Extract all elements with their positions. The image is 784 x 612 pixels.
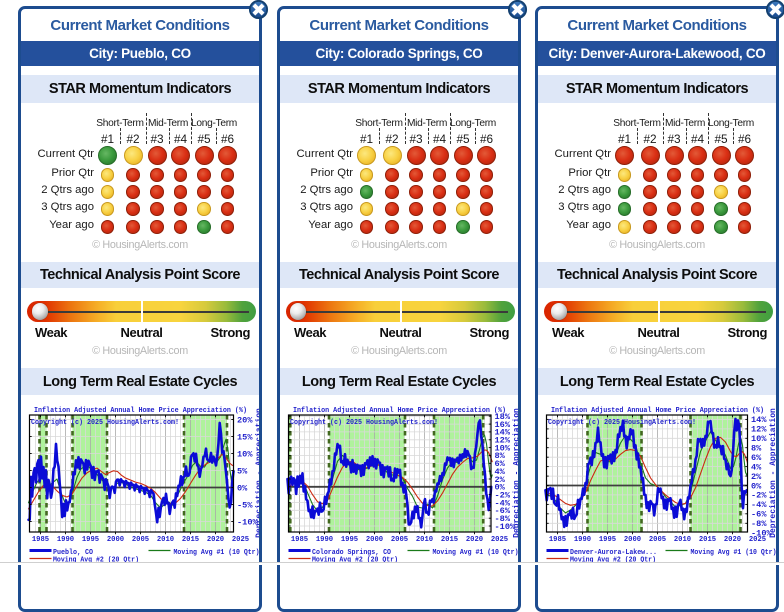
svg-text:-6%: -6% xyxy=(751,510,767,520)
svg-text:2005: 2005 xyxy=(391,536,408,544)
svg-text:2000: 2000 xyxy=(107,536,124,544)
svg-text:Copyright (c) 2025 HousingAler: Copyright (c) 2025 HousingAlerts.com! xyxy=(31,419,179,427)
svg-text:2025: 2025 xyxy=(749,536,766,544)
svg-text:2015: 2015 xyxy=(441,536,458,544)
svg-text:10%: 10% xyxy=(751,434,767,444)
svg-text:5%: 5% xyxy=(237,466,248,476)
svg-text:Depreciation - Appreciation: Depreciation - Appreciation xyxy=(769,408,776,538)
svg-text:1995: 1995 xyxy=(341,536,358,544)
svg-text:Denver-Aurora-Lakew...: Denver-Aurora-Lakew... xyxy=(570,549,657,557)
svg-text:1985: 1985 xyxy=(291,536,308,544)
svg-text:2025: 2025 xyxy=(232,536,249,544)
svg-text:2010: 2010 xyxy=(416,536,433,544)
svg-text:2%: 2% xyxy=(751,472,762,482)
svg-text:Moving Avg #2 (20 Qtr): Moving Avg #2 (20 Qtr) xyxy=(570,557,656,563)
svg-text:Moving Avg #1 (10 Qtr): Moving Avg #1 (10 Qtr) xyxy=(691,549,777,557)
svg-text:-8%: -8% xyxy=(751,519,767,529)
svg-text:0%: 0% xyxy=(237,483,248,493)
svg-text:Inflation Adjusted Annual Home: Inflation Adjusted Annual Home Price App… xyxy=(551,407,764,415)
svg-text:8%: 8% xyxy=(751,444,762,454)
svg-text:Copyright (c) 2025 HousingAler: Copyright (c) 2025 HousingAlerts.com! xyxy=(548,419,696,427)
svg-text:Pueblo, CO: Pueblo, CO xyxy=(53,549,94,557)
svg-text:Moving Avg #1 (10 Qtr): Moving Avg #1 (10 Qtr) xyxy=(433,549,519,557)
svg-text:1995: 1995 xyxy=(599,536,616,544)
svg-text:2015: 2015 xyxy=(182,536,199,544)
svg-text:2010: 2010 xyxy=(674,536,691,544)
svg-text:Depreciation - Appreciation: Depreciation - Appreciation xyxy=(513,408,519,538)
svg-text:18%: 18% xyxy=(495,412,511,422)
svg-text:14%: 14% xyxy=(751,415,767,425)
svg-text:14%: 14% xyxy=(495,428,511,438)
svg-text:2005: 2005 xyxy=(649,536,666,544)
svg-text:2%: 2% xyxy=(495,475,506,485)
svg-text:2025: 2025 xyxy=(491,536,508,544)
svg-text:Inflation Adjusted Annual Home: Inflation Adjusted Annual Home Price App… xyxy=(34,407,247,415)
svg-text:15%: 15% xyxy=(237,432,253,442)
svg-text:1990: 1990 xyxy=(57,536,74,544)
svg-text:2020: 2020 xyxy=(724,536,741,544)
svg-text:-2%: -2% xyxy=(751,491,767,501)
svg-text:Inflation Adjusted Annual Home: Inflation Adjusted Annual Home Price App… xyxy=(293,407,506,415)
svg-text:Moving Avg #1 (10 Qtr): Moving Avg #1 (10 Qtr) xyxy=(174,549,260,557)
svg-text:1985: 1985 xyxy=(32,536,49,544)
svg-text:16%: 16% xyxy=(495,420,511,430)
svg-text:2020: 2020 xyxy=(207,536,224,544)
svg-text:Moving Avg #2 (20 Qtr): Moving Avg #2 (20 Qtr) xyxy=(53,557,139,563)
svg-text:2005: 2005 xyxy=(132,536,149,544)
svg-text:0%: 0% xyxy=(751,481,762,491)
svg-text:2015: 2015 xyxy=(699,536,716,544)
svg-text:10%: 10% xyxy=(237,449,253,459)
svg-text:0%: 0% xyxy=(495,483,506,493)
svg-text:4%: 4% xyxy=(495,467,506,477)
svg-text:4%: 4% xyxy=(751,462,762,472)
svg-text:Moving Avg #2 (20 Qtr): Moving Avg #2 (20 Qtr) xyxy=(312,557,398,563)
svg-text:-2%: -2% xyxy=(495,490,511,500)
svg-text:-4%: -4% xyxy=(495,498,511,508)
svg-text:2020: 2020 xyxy=(466,536,483,544)
svg-text:1995: 1995 xyxy=(82,536,99,544)
svg-text:2000: 2000 xyxy=(624,536,641,544)
svg-text:-10%: -10% xyxy=(751,529,772,539)
svg-text:20%: 20% xyxy=(237,415,253,425)
svg-text:-8%: -8% xyxy=(495,514,511,524)
svg-text:12%: 12% xyxy=(751,425,767,435)
svg-text:1985: 1985 xyxy=(549,536,566,544)
svg-text:-10%: -10% xyxy=(495,522,516,532)
svg-text:6%: 6% xyxy=(751,453,762,463)
svg-text:10%: 10% xyxy=(495,443,511,453)
svg-text:-5%: -5% xyxy=(237,500,253,510)
svg-text:Copyright (c) 2025 HousingAler: Copyright (c) 2025 HousingAlerts.com! xyxy=(290,419,438,427)
svg-text:1990: 1990 xyxy=(574,536,591,544)
svg-text:1990: 1990 xyxy=(316,536,333,544)
svg-text:-6%: -6% xyxy=(495,506,511,516)
svg-text:-4%: -4% xyxy=(751,500,767,510)
svg-text:Depreciation - Appreciation: Depreciation - Appreciation xyxy=(255,408,259,538)
svg-text:12%: 12% xyxy=(495,436,511,446)
svg-text:8%: 8% xyxy=(495,451,506,461)
svg-text:Colorado Springs, CO: Colorado Springs, CO xyxy=(312,549,392,557)
svg-text:2010: 2010 xyxy=(157,536,174,544)
svg-text:2000: 2000 xyxy=(366,536,383,544)
svg-text:-10%: -10% xyxy=(237,517,258,527)
svg-text:6%: 6% xyxy=(495,459,506,469)
